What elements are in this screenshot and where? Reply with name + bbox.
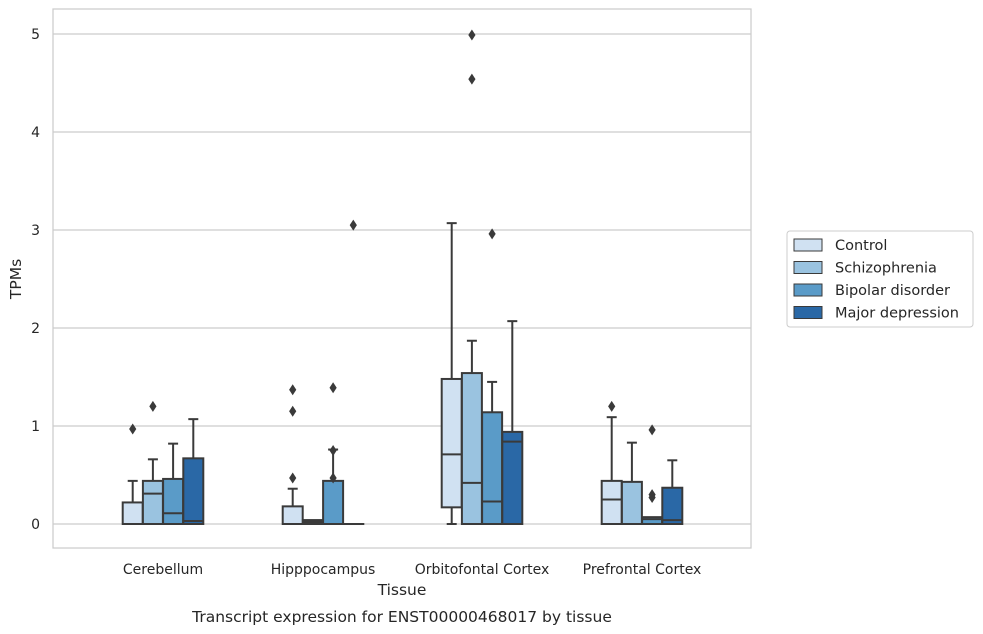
- box-0-3: [600, 400, 623, 526]
- box-3-3: [661, 459, 684, 525]
- chart-caption: Transcript expression for ENST0000046801…: [191, 608, 612, 626]
- y-tick-label: 2: [31, 321, 40, 337]
- x-tick-label: Orbitofontal Cortex: [415, 562, 550, 578]
- y-tick-label: 1: [31, 419, 40, 435]
- y-tick-label: 4: [31, 125, 40, 141]
- outlier-point: [468, 29, 476, 41]
- legend-label: Bipolar disorder: [835, 283, 950, 299]
- box-0-0: [121, 423, 144, 526]
- outlier-point: [349, 219, 357, 231]
- legend-label: Control: [835, 238, 887, 254]
- x-tick-label: Cerebellum: [123, 562, 203, 578]
- box-0-2: [440, 222, 463, 525]
- box-groups: [121, 29, 684, 526]
- outlier-point: [648, 424, 656, 436]
- box-1-3: [620, 441, 643, 525]
- box-3-0: [182, 418, 205, 525]
- legend-swatch: [793, 261, 823, 274]
- legend-label: Major depression: [835, 306, 959, 322]
- y-axis-ticks: 0 1 2 3 4 5: [31, 27, 40, 533]
- box-1-2: [460, 29, 483, 525]
- outlier-point: [129, 423, 137, 435]
- outlier-point: [289, 472, 297, 484]
- box-rect: [620, 480, 643, 525]
- box-rect: [501, 430, 524, 526]
- y-axis-label: TPMs: [7, 259, 25, 300]
- plot-area-frame: [52, 8, 752, 549]
- legend-swatch: [793, 306, 823, 319]
- gridlines: [53, 33, 751, 525]
- box-rect: [440, 377, 463, 509]
- outlier-point: [488, 228, 496, 240]
- y-tick-label: 3: [31, 223, 40, 239]
- box-rect: [141, 479, 164, 526]
- box-rect: [322, 479, 345, 526]
- x-tick-label: Prefrontal Cortex: [583, 562, 702, 578]
- box-3-1: [342, 219, 365, 526]
- box-rect: [162, 477, 185, 526]
- outlier-point: [608, 400, 616, 412]
- legend-swatch: [793, 238, 823, 252]
- box-rect: [661, 486, 684, 525]
- box-3-2: [501, 320, 524, 526]
- box-rect: [182, 457, 205, 525]
- outlier-point: [289, 384, 297, 396]
- box-2-0: [162, 442, 185, 526]
- box-2-3: [641, 424, 664, 526]
- box-2-1: [322, 382, 345, 526]
- outlier-point: [149, 400, 157, 412]
- box-2-2: [481, 228, 504, 525]
- box-1-0: [141, 400, 164, 526]
- x-axis-label: Tissue: [377, 581, 427, 599]
- legend: Control Schizophrenia Bipolar disorder Majo…: [786, 230, 974, 328]
- y-tick-label: 5: [31, 27, 40, 43]
- outlier-point: [329, 382, 337, 394]
- outlier-point: [329, 445, 337, 456]
- outlier-point: [648, 489, 656, 501]
- x-axis-ticks: Cerebellum Hipppocampus Orbitofontal Corte…: [123, 562, 701, 578]
- legend-frame: [786, 230, 974, 328]
- box-0-1: [281, 384, 304, 525]
- x-tick-label: Hipppocampus: [271, 562, 376, 578]
- outlier-point: [329, 472, 337, 484]
- legend-swatch: [793, 283, 823, 297]
- box-rect: [600, 479, 623, 526]
- legend-label: Schizophrenia: [835, 261, 937, 277]
- outlier-point: [289, 405, 297, 417]
- box-rect: [281, 505, 304, 525]
- outlier-point: [468, 73, 476, 85]
- box-rect: [121, 501, 144, 526]
- box-rect: [460, 372, 483, 525]
- box-1-1: [301, 519, 324, 526]
- y-tick-label: 0: [31, 517, 40, 533]
- box-rect: [481, 411, 504, 525]
